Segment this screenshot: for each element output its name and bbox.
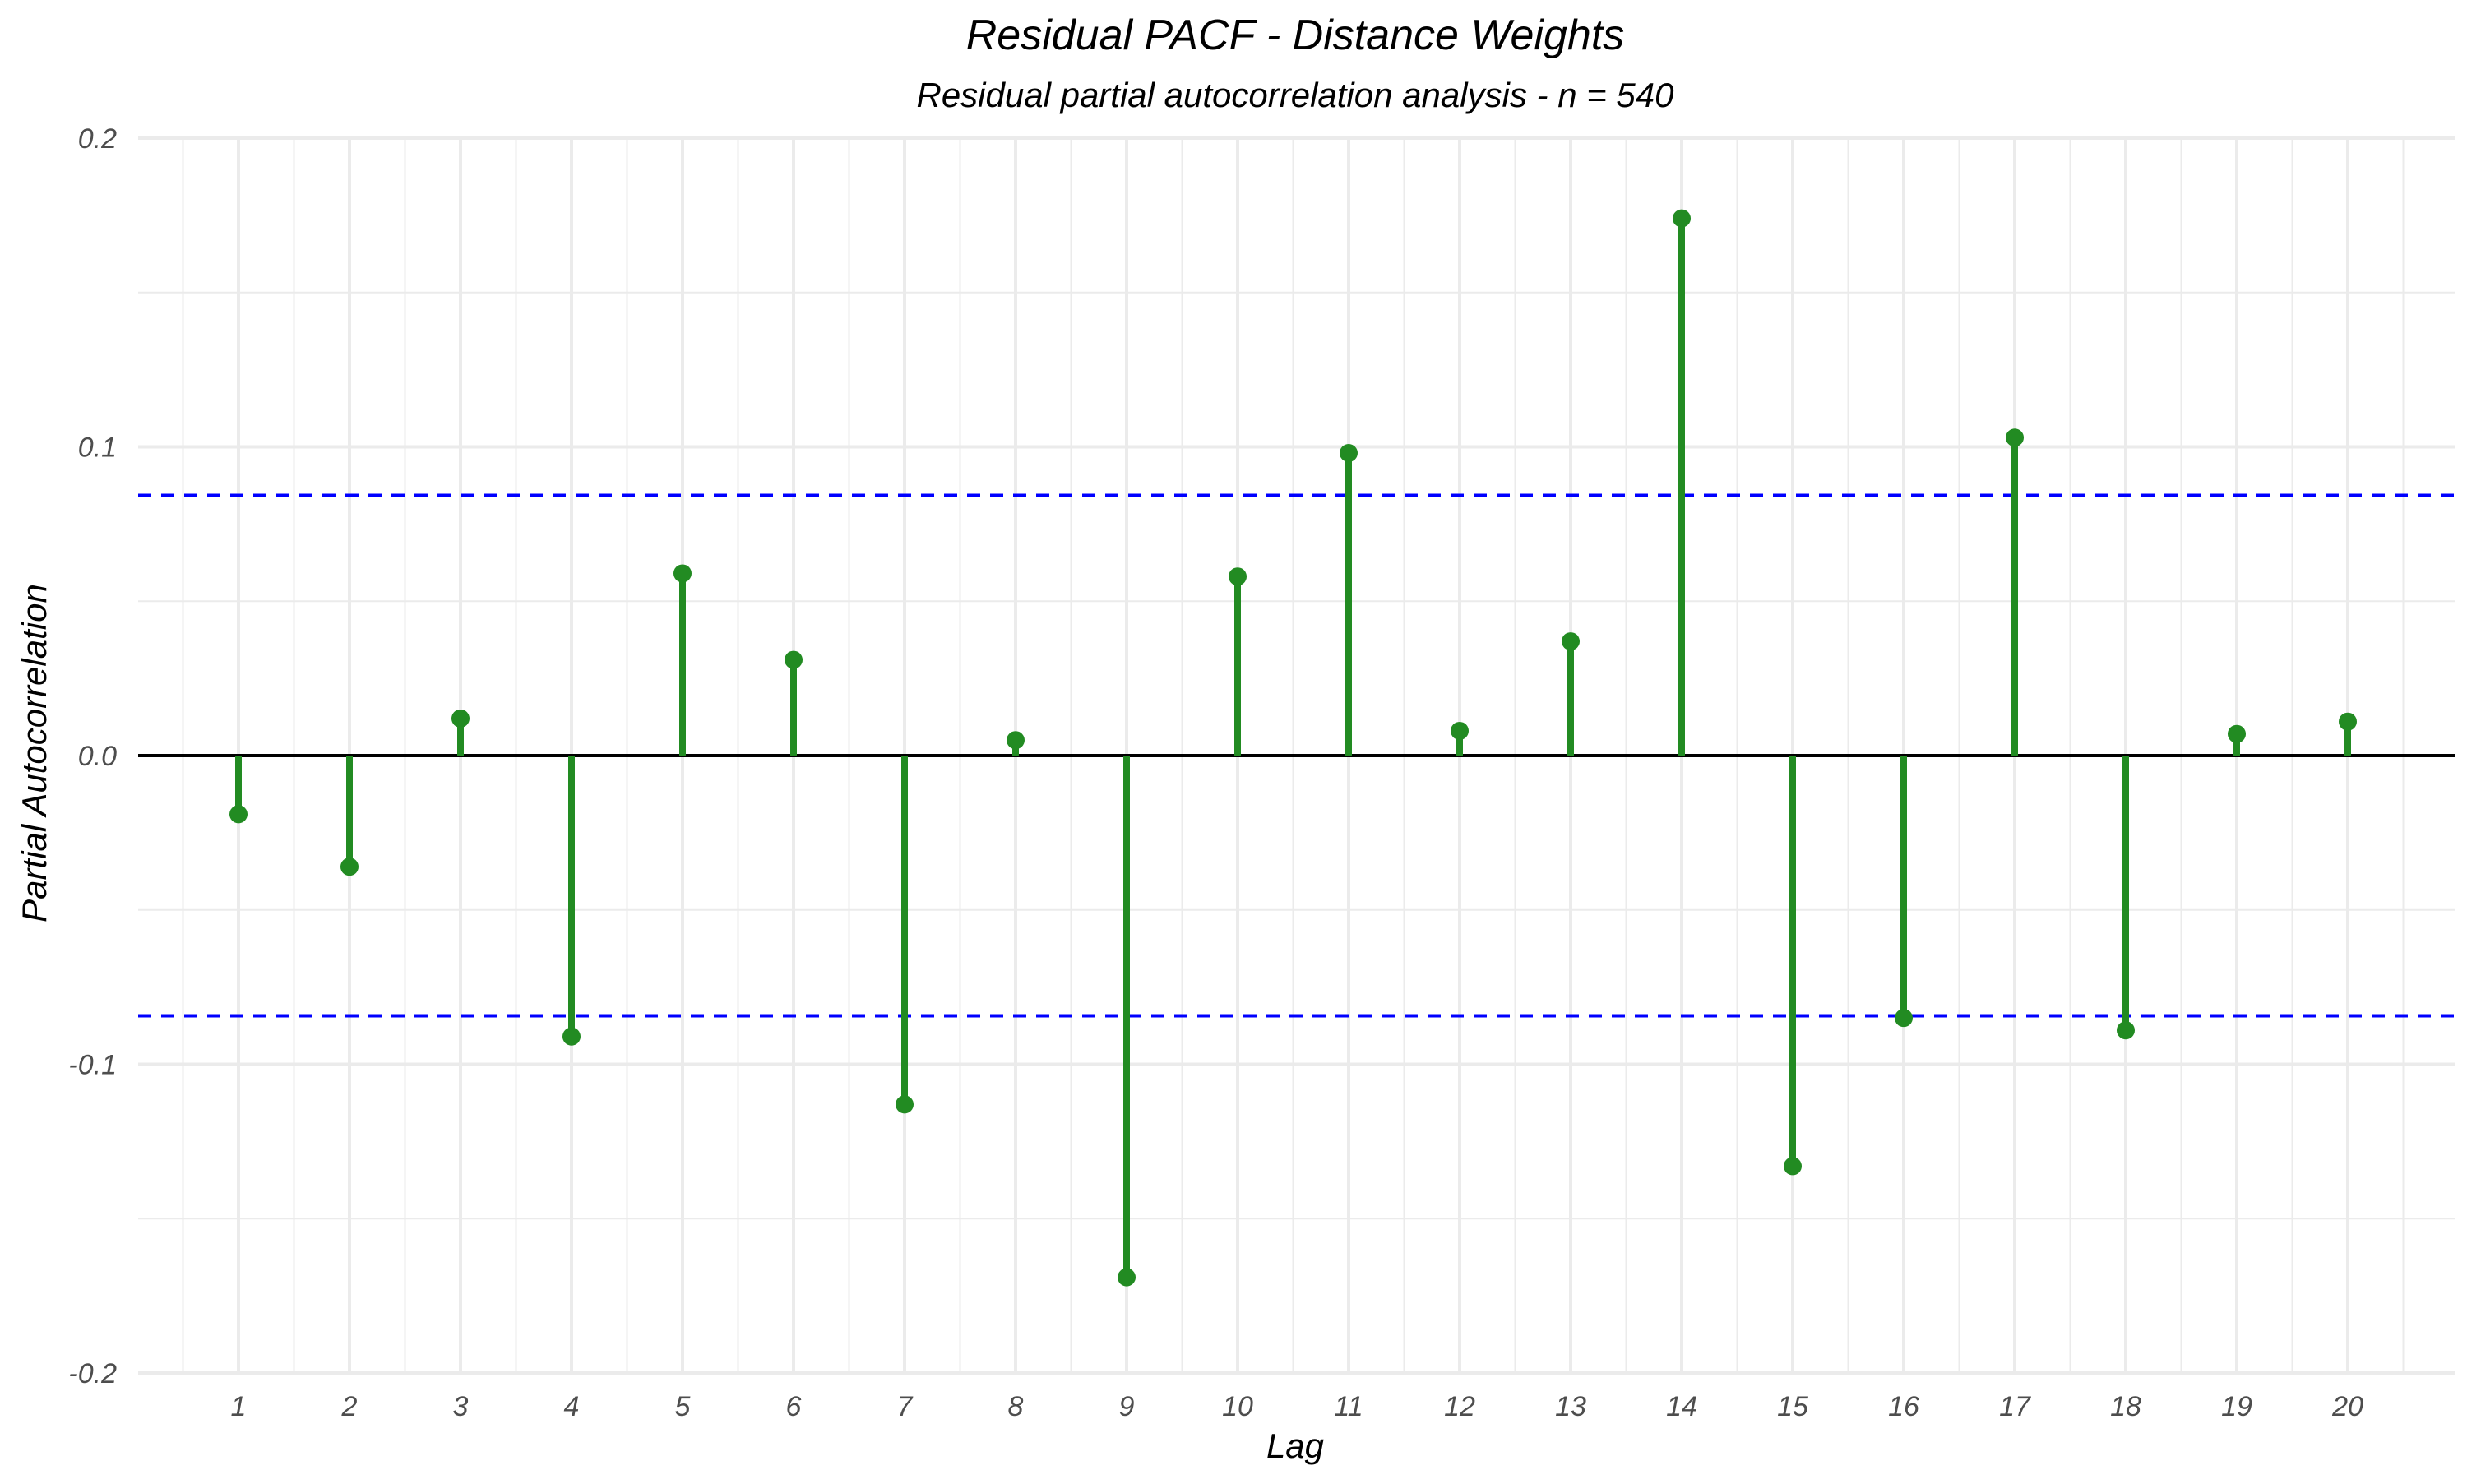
- x-tick-label: 10: [1222, 1391, 1253, 1422]
- reference-lines: [138, 493, 2455, 1018]
- pacf-point: [1673, 209, 1691, 228]
- x-tick-label: 14: [1666, 1391, 1697, 1422]
- pacf-point: [1229, 567, 1247, 586]
- pacf-point: [340, 858, 359, 876]
- x-tick-label: 18: [2110, 1391, 2141, 1422]
- pacf-point: [229, 805, 248, 824]
- pacf-point: [673, 564, 692, 583]
- x-tick-label: 19: [2221, 1391, 2252, 1422]
- x-tick-label: 7: [897, 1391, 914, 1422]
- pacf-point: [1007, 731, 1025, 750]
- x-axis-title: Lag: [1266, 1426, 1324, 1465]
- pacf-point: [2228, 724, 2246, 743]
- y-tick-label: -0.2: [68, 1358, 117, 1389]
- pacf-point: [562, 1027, 581, 1046]
- pacf-point: [2117, 1021, 2135, 1040]
- x-tick-label: 16: [1888, 1391, 1919, 1422]
- pacf-point: [2339, 712, 2357, 731]
- pacf-point: [1340, 444, 1358, 463]
- pacf-point: [896, 1095, 914, 1114]
- y-axis-title: Partial Autocorrelation: [15, 584, 53, 922]
- y-tick-label: 0.0: [78, 741, 117, 772]
- x-tick-label: 17: [1999, 1391, 2031, 1422]
- pacf-point: [785, 650, 803, 669]
- x-tick-label: 4: [564, 1391, 580, 1422]
- pacf-point: [1784, 1157, 1802, 1176]
- pacf-point: [1118, 1268, 1136, 1287]
- x-tick-label: 20: [2331, 1391, 2363, 1422]
- y-tick-label: 0.2: [78, 123, 117, 155]
- x-tick-label: 9: [1119, 1391, 1135, 1422]
- pacf-point: [451, 709, 470, 728]
- x-tick-label: 2: [341, 1391, 358, 1422]
- y-tick-label: -0.1: [68, 1050, 117, 1081]
- x-tick-label: 6: [786, 1391, 802, 1422]
- x-tick-label: 11: [1334, 1391, 1363, 1422]
- x-tick-label: 5: [675, 1391, 691, 1422]
- x-tick-label: 1: [231, 1391, 247, 1422]
- tick-labels: -0.2-0.10.00.10.21 2 3 4 5 6 7 8 9 10 11 12 13 14 15 16…: [68, 123, 2363, 1422]
- pacf-point: [1451, 721, 1469, 740]
- stems-layer: [229, 209, 2357, 1287]
- x-tick-label: 15: [1777, 1391, 1808, 1422]
- x-tick-label: 3: [453, 1391, 469, 1422]
- pacf-point: [2006, 428, 2024, 447]
- x-tick-label: 8: [1008, 1391, 1024, 1422]
- pacf-point: [1562, 632, 1580, 651]
- chart-title: Residual PACF - Distance Weights: [966, 12, 1625, 59]
- y-tick-label: 0.1: [78, 432, 117, 464]
- x-tick-label: 12: [1444, 1391, 1475, 1422]
- x-tick-label: 13: [1555, 1391, 1586, 1422]
- pacf-point: [1895, 1009, 1913, 1028]
- chart-subtitle: Residual partial autocorrelation analysi…: [916, 76, 1674, 114]
